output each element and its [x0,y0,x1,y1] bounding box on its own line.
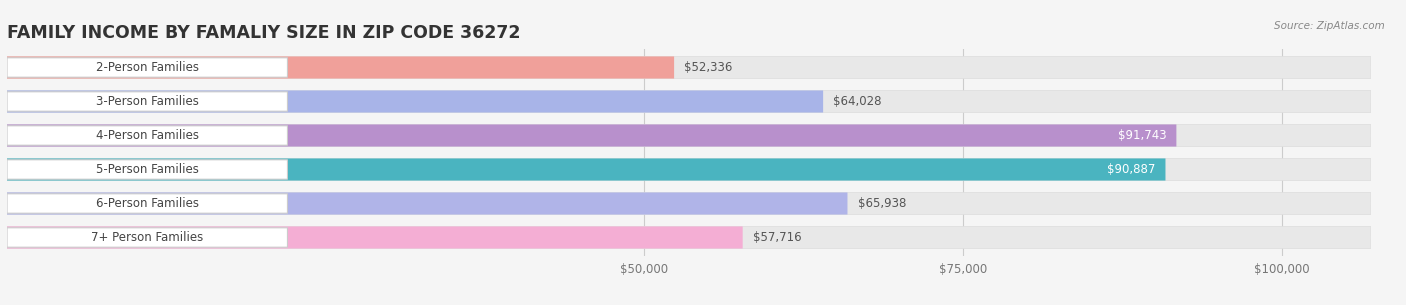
FancyBboxPatch shape [7,194,287,213]
Text: 2-Person Families: 2-Person Families [96,61,198,74]
FancyBboxPatch shape [7,91,1371,113]
Text: $64,028: $64,028 [834,95,882,108]
Text: 6-Person Families: 6-Person Families [96,197,198,210]
FancyBboxPatch shape [7,192,1371,214]
FancyBboxPatch shape [7,124,1177,146]
FancyBboxPatch shape [7,159,1166,181]
FancyBboxPatch shape [7,124,1371,146]
Text: $52,336: $52,336 [685,61,733,74]
FancyBboxPatch shape [7,56,1371,79]
FancyBboxPatch shape [7,91,823,113]
FancyBboxPatch shape [7,126,287,145]
FancyBboxPatch shape [7,226,742,249]
FancyBboxPatch shape [7,92,287,111]
Text: 3-Person Families: 3-Person Families [96,95,198,108]
Text: $65,938: $65,938 [858,197,905,210]
FancyBboxPatch shape [7,160,287,179]
Text: $90,887: $90,887 [1107,163,1156,176]
Text: FAMILY INCOME BY FAMALIY SIZE IN ZIP CODE 36272: FAMILY INCOME BY FAMALIY SIZE IN ZIP COD… [7,24,520,42]
Text: 4-Person Families: 4-Person Families [96,129,198,142]
FancyBboxPatch shape [7,56,673,79]
FancyBboxPatch shape [7,58,287,77]
Text: 5-Person Families: 5-Person Families [96,163,198,176]
FancyBboxPatch shape [7,228,287,247]
Text: Source: ZipAtlas.com: Source: ZipAtlas.com [1274,21,1385,31]
Text: 7+ Person Families: 7+ Person Families [91,231,204,244]
Text: $91,743: $91,743 [1118,129,1166,142]
FancyBboxPatch shape [7,159,1371,181]
FancyBboxPatch shape [7,192,848,214]
Text: $57,716: $57,716 [752,231,801,244]
FancyBboxPatch shape [7,226,1371,249]
